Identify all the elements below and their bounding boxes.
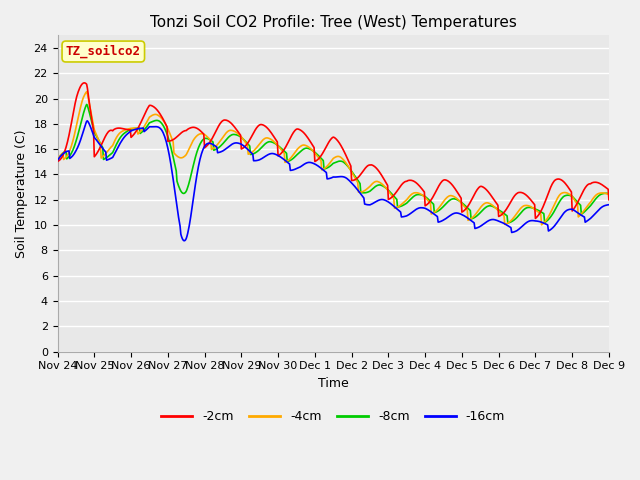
Legend: -2cm, -4cm, -8cm, -16cm: -2cm, -4cm, -8cm, -16cm — [156, 405, 510, 428]
Title: Tonzi Soil CO2 Profile: Tree (West) Temperatures: Tonzi Soil CO2 Profile: Tree (West) Temp… — [150, 15, 516, 30]
X-axis label: Time: Time — [318, 377, 349, 390]
Y-axis label: Soil Temperature (C): Soil Temperature (C) — [15, 129, 28, 258]
Text: TZ_soilco2: TZ_soilco2 — [66, 45, 141, 58]
